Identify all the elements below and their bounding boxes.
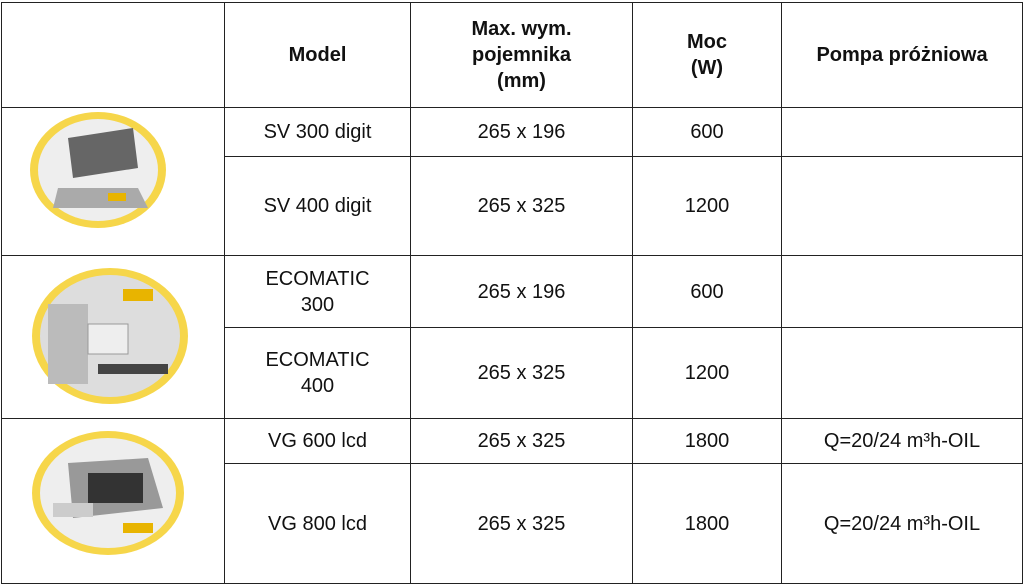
data-row: VG 800 lcd 265 x 325 1800 Q=20/24 m³h-OIL bbox=[2, 463, 1023, 584]
pump-cell: Q=20/24 m³h-OIL bbox=[781, 463, 1023, 584]
power-cell: 1200 bbox=[632, 327, 782, 419]
product-image bbox=[1, 418, 225, 584]
data-row: SV 300 digit 265 x 196 600 bbox=[1, 106, 1023, 256]
size-cell: 265 x 325 bbox=[410, 156, 633, 256]
pump-cell bbox=[781, 106, 1023, 158]
cell-line: (W) bbox=[690, 57, 724, 79]
pump-cell: Q=20/24 m³h-OIL bbox=[781, 418, 1023, 464]
cell-line: pojemnika bbox=[472, 44, 571, 66]
product-photo bbox=[32, 430, 184, 555]
pump-cell bbox=[781, 327, 1023, 419]
header-cell: Max. wym. pojemnika (mm) bbox=[410, 2, 633, 108]
cell-line: Model bbox=[288, 44, 347, 66]
product-image bbox=[1, 107, 225, 256]
cell-line: 300 bbox=[300, 293, 335, 316]
header-cell: Pompa próżniowa bbox=[781, 2, 1023, 108]
size-cell: 265 x 325 bbox=[410, 418, 633, 464]
cell-line: 400 bbox=[300, 375, 335, 397]
size-cell: 265 x 325 bbox=[410, 327, 633, 419]
product-photo bbox=[32, 267, 188, 404]
header-blank bbox=[1, 2, 225, 108]
cell-line: SV 300 digit bbox=[263, 121, 372, 144]
cell-line: VG 800 lcd bbox=[268, 512, 367, 535]
product-photo bbox=[30, 112, 166, 228]
cell-line: ECOMATIC bbox=[265, 349, 370, 371]
power-cell: 1800 bbox=[632, 418, 782, 464]
power-cell: 1200 bbox=[632, 156, 782, 256]
power-cell: 600 bbox=[632, 255, 782, 328]
cell-line: Max. wym. bbox=[471, 18, 572, 40]
header-cell: Model bbox=[224, 2, 411, 108]
model-cell: VG 800 lcd bbox=[224, 463, 411, 584]
cell-line: ECOMATIC bbox=[265, 267, 370, 290]
pump-cell bbox=[781, 255, 1023, 328]
model-cell: SV 300 digit bbox=[224, 106, 411, 158]
size-cell: 265 x 196 bbox=[410, 106, 633, 158]
model-cell: ECOMATIC 300 bbox=[224, 255, 411, 328]
cell-line: Pompa próżniowa bbox=[816, 44, 988, 66]
power-cell: 600 bbox=[632, 106, 782, 158]
data-row: VG 600 lcd 265 x 325 1800 Q=20/24 m³h-OIL bbox=[1, 418, 1023, 584]
cell-line: Moc bbox=[687, 31, 727, 53]
data-row: ECOMATIC 300 265 x 196 600 bbox=[1, 255, 1023, 419]
cell-line: VG 600 lcd bbox=[268, 430, 367, 452]
cell-line: SV 400 digit bbox=[263, 195, 372, 218]
data-row: ECOMATIC 400 265 x 325 1200 bbox=[2, 327, 1023, 419]
header-row: Model Max. wym. pojemnika (mm) Moc (W) Pompa p… bbox=[1, 2, 1023, 108]
power-cell: 1800 bbox=[632, 463, 782, 584]
model-cell: VG 600 lcd bbox=[224, 418, 411, 464]
data-row: SV 400 digit 265 x 325 1200 bbox=[2, 156, 1023, 256]
cell-line: (mm) bbox=[497, 70, 546, 92]
size-cell: 265 x 196 bbox=[410, 255, 633, 328]
model-cell: ECOMATIC 400 bbox=[224, 327, 411, 419]
header-cell: Moc (W) bbox=[632, 2, 782, 108]
product-image bbox=[1, 255, 225, 419]
model-cell: SV 400 digit bbox=[224, 156, 411, 256]
pump-cell bbox=[781, 156, 1023, 256]
size-cell: 265 x 325 bbox=[410, 463, 633, 584]
